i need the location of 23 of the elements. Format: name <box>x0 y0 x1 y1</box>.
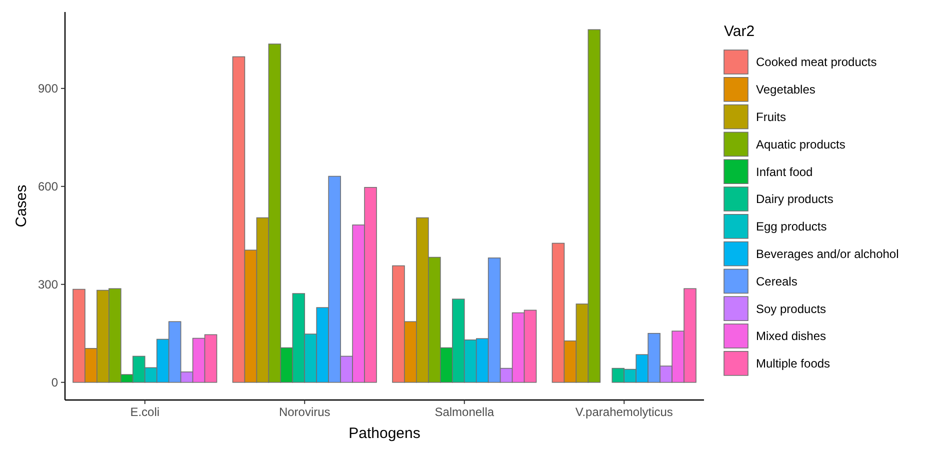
legend-label: Egg products <box>756 220 827 234</box>
x-tick-label: Salmonella <box>434 405 494 419</box>
legend-label: Mixed dishes <box>756 329 826 344</box>
x-tick-label: E.coli <box>130 405 160 419</box>
x-tick-label: V.parahemolyticus <box>575 405 673 419</box>
legend-title: Var2 <box>724 23 755 40</box>
legend-label: Cooked meat products <box>756 55 877 70</box>
y-tick-label: 600 <box>38 180 58 194</box>
y-axis-title: Cases <box>13 184 30 228</box>
legend-label: Infant food <box>756 164 813 179</box>
y-tick-label: 900 <box>38 82 58 96</box>
legend-label: Multiple foods <box>756 356 830 371</box>
legend-label: Vegetables <box>756 82 816 97</box>
legend-label: Cereals <box>756 274 798 288</box>
legend-label: Dairy products <box>756 192 834 206</box>
x-axis-title: Pathogens <box>348 425 420 442</box>
legend-label: Fruits <box>756 110 786 124</box>
legend-label: Aquatic products <box>756 137 846 152</box>
y-tick-label: 0 <box>51 376 58 390</box>
legend-label: Soy products <box>756 302 826 316</box>
legend-label: Beverages and/or alchohol <box>756 247 899 261</box>
y-tick-label: 300 <box>38 278 58 292</box>
x-tick-label: Norovirus <box>278 405 330 419</box>
